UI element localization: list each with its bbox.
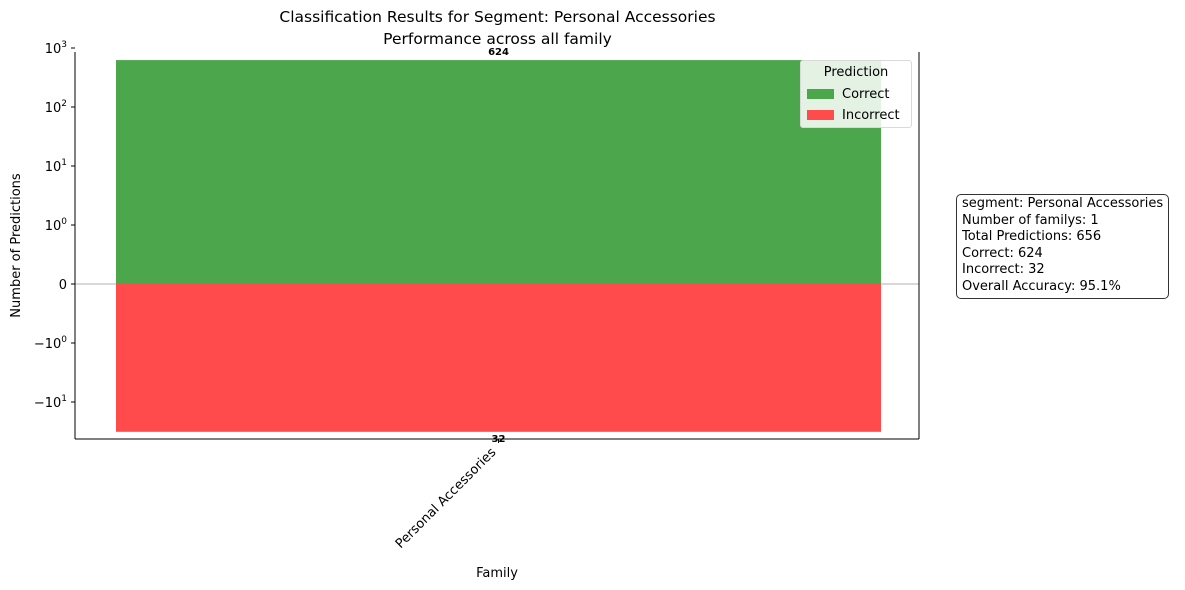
bar-incorrect — [116, 284, 881, 432]
y-tick-label-6: −101 — [34, 394, 67, 411]
legend-item-incorrect: Incorrect — [807, 107, 900, 123]
stats-total: Total Predictions: 656 — [962, 229, 1102, 245]
legend-label-incorrect: Incorrect — [842, 107, 900, 123]
x-tick-label-0: Personal Accessories — [393, 445, 500, 552]
y-tick-label-2: 101 — [45, 158, 67, 175]
legend-title: Prediction — [823, 65, 889, 80]
legend-label-correct: Correct — [842, 86, 890, 102]
data-label-correct: 624 — [488, 47, 509, 58]
y-tick-label-0: 103 — [45, 40, 67, 57]
y-tick-label-1: 102 — [45, 99, 67, 116]
legend-swatch-incorrect — [807, 110, 834, 120]
bar-correct — [116, 60, 881, 285]
legend-swatch-correct — [807, 89, 834, 99]
stats-segment: segment: Personal Accessories — [962, 196, 1164, 211]
stats-incorrect: Incorrect: 32 — [962, 262, 1045, 278]
summary-stats-box: segment: Personal Accessories Number of … — [956, 194, 1170, 299]
legend: Prediction Correct Incorrect — [800, 60, 912, 128]
y-axis-label: Number of Predictions — [9, 173, 24, 318]
stats-correct: Correct: 624 — [962, 245, 1043, 261]
y-tick-label-5: −100 — [34, 335, 67, 352]
stats-family-count: Number of familys: 1 — [962, 212, 1099, 228]
y-tick-label-4: 0 — [59, 278, 67, 293]
x-axis-label: Family — [476, 566, 518, 581]
stats-accuracy: Overall Accuracy: 95.1% — [962, 278, 1121, 294]
chart-subtitle: Performance across all family — [383, 30, 612, 48]
chart-title: Classification Results for Segment: Pers… — [279, 8, 716, 26]
y-tick-label-3: 100 — [45, 217, 68, 234]
legend-item-correct: Correct — [807, 86, 890, 102]
